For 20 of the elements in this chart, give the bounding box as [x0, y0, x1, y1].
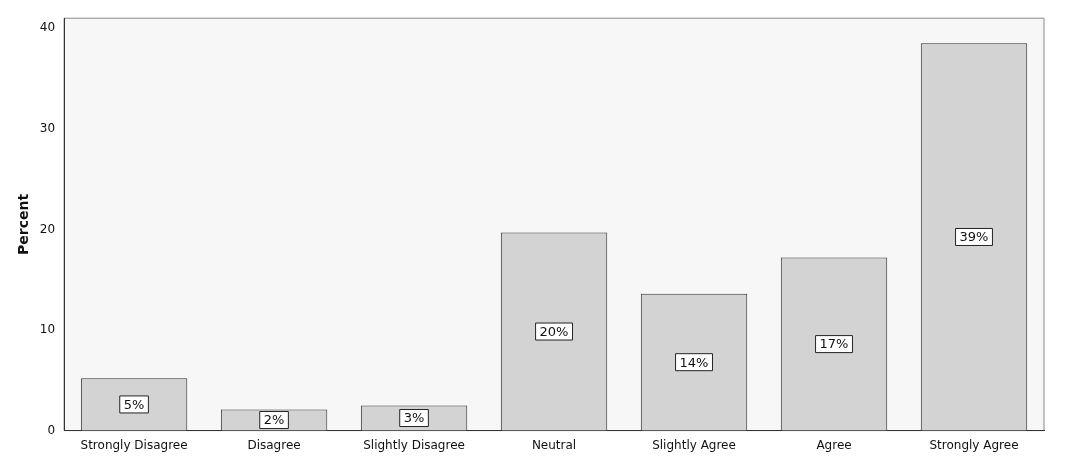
x-tick-label: Strongly Agree — [929, 437, 1019, 452]
x-tick-label: Agree — [816, 437, 852, 452]
y-tick-label: 0 — [47, 422, 56, 437]
x-tick-label: Neutral — [531, 437, 577, 452]
y-axis-title: Percent — [15, 193, 32, 255]
x-tick-label: Slightly Disagree — [363, 437, 465, 452]
data-label: 3% — [403, 410, 425, 426]
y-tick-label: 40 — [39, 20, 56, 35]
data-label: 2% — [263, 412, 285, 428]
x-tick-label: Strongly Disagree — [80, 437, 188, 452]
y-tick-label: 20 — [39, 221, 56, 236]
y-tick-label: 10 — [39, 322, 56, 337]
x-tick-label: Slightly Agree — [652, 437, 736, 452]
y-tick-label: 30 — [39, 120, 56, 135]
data-label: 39% — [959, 229, 989, 245]
data-label: 5% — [123, 396, 145, 412]
data-label: 14% — [679, 354, 709, 370]
data-label: 17% — [819, 336, 849, 352]
x-tick-label: Disagree — [247, 437, 301, 452]
data-label: 20% — [539, 323, 569, 339]
